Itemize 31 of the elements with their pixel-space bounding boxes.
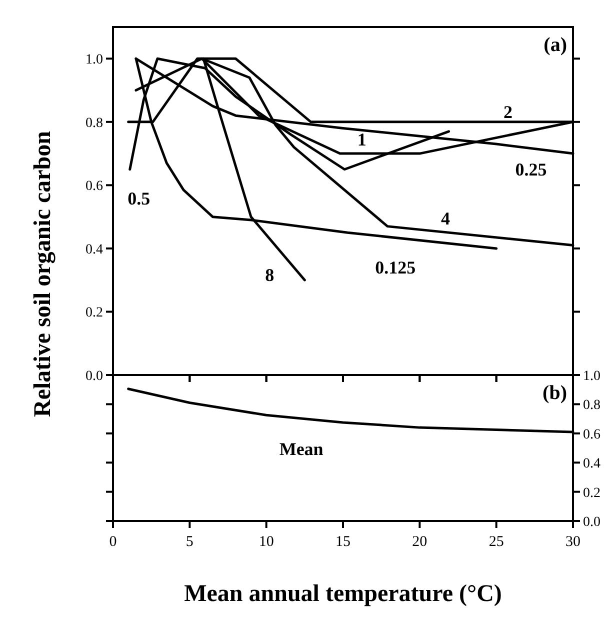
series-label: 4 — [440, 208, 450, 228]
y-axis-title: Relative soil organic carbon — [30, 131, 56, 417]
series-label: 2 — [504, 102, 512, 122]
x-tick-label: 10 — [258, 534, 274, 550]
y-tick-label: 1.0 — [86, 52, 103, 68]
x-axis-title: Mean annual temperature (°C) — [184, 581, 502, 607]
series-label: 0.25 — [515, 160, 547, 180]
annotation: (a) — [544, 34, 567, 56]
y-tick-label: 0.8 — [86, 116, 103, 131]
annotation: (b) — [542, 382, 567, 404]
series-label: Mean — [279, 439, 324, 460]
x-tick-label: 5 — [186, 534, 194, 550]
y2-tick-label: 0.8 — [583, 398, 600, 414]
y-tick-label: 0.4 — [86, 242, 103, 258]
y-tick-label: 0.2 — [86, 306, 103, 321]
y-tick-label: 0.0 — [86, 369, 103, 384]
x-tick-label: 0 — [109, 534, 117, 550]
x-tick-label: 15 — [336, 534, 350, 550]
y2-tick-label: 0.2 — [583, 486, 600, 501]
x-tick-label: 30 — [566, 534, 580, 550]
y2-tick-label: 0.6 — [583, 427, 600, 442]
y2-tick-label: 1.0 — [583, 369, 600, 384]
y-tick-label: 0.6 — [86, 179, 103, 194]
series-label: 8 — [265, 265, 274, 286]
x-tick-label: 25 — [488, 534, 504, 550]
series-label: 0.125 — [375, 257, 416, 278]
series-label: 1 — [357, 130, 366, 150]
x-tick-label: 20 — [412, 534, 428, 550]
series-label: 0.5 — [128, 188, 150, 208]
y2-tick-label: 0.4 — [583, 456, 600, 472]
y2-tick-label: 0.0 — [583, 515, 600, 530]
